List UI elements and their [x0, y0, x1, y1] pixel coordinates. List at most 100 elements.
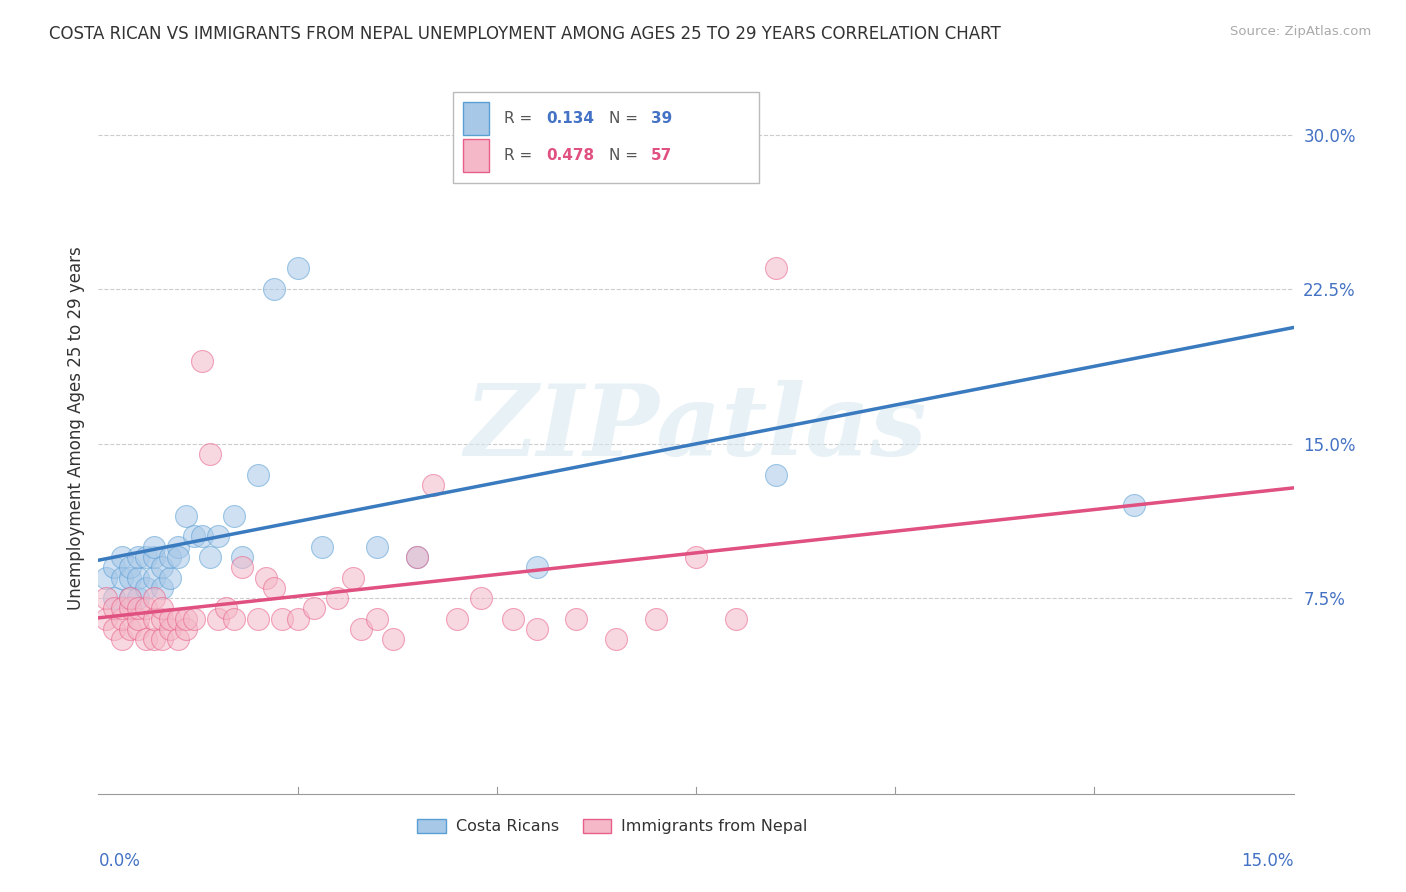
Costa Ricans — [406, 549, 429, 564]
Text: 0.478: 0.478 — [547, 148, 595, 163]
Y-axis label: Unemployment Among Ages 25 to 29 years: Unemployment Among Ages 25 to 29 years — [66, 246, 84, 610]
Costa Ricans — [1123, 499, 1146, 513]
FancyBboxPatch shape — [453, 92, 759, 183]
Immigrants from Nepal — [127, 622, 149, 636]
Costa Ricans — [135, 549, 157, 564]
Text: R =: R = — [503, 112, 537, 127]
Costa Ricans — [263, 282, 285, 296]
Immigrants from Nepal — [765, 261, 787, 276]
Costa Ricans — [135, 581, 157, 595]
Text: R =: R = — [503, 148, 537, 163]
Immigrants from Nepal — [645, 612, 668, 626]
Costa Ricans — [246, 467, 269, 482]
Costa Ricans — [143, 570, 166, 584]
Costa Ricans — [159, 549, 181, 564]
Costa Ricans — [120, 570, 142, 584]
Costa Ricans — [167, 540, 190, 554]
Immigrants from Nepal — [565, 612, 588, 626]
Costa Ricans — [150, 581, 173, 595]
Immigrants from Nepal — [167, 632, 190, 647]
Immigrants from Nepal — [470, 591, 492, 606]
Immigrants from Nepal — [96, 591, 118, 606]
Immigrants from Nepal — [135, 601, 157, 615]
Immigrants from Nepal — [111, 601, 134, 615]
Text: 15.0%: 15.0% — [1241, 852, 1294, 870]
Costa Ricans — [96, 570, 118, 584]
Costa Ricans — [111, 549, 134, 564]
Costa Ricans — [207, 529, 229, 543]
FancyBboxPatch shape — [463, 139, 489, 172]
Costa Ricans — [111, 570, 134, 584]
Costa Ricans — [526, 560, 548, 574]
Text: COSTA RICAN VS IMMIGRANTS FROM NEPAL UNEMPLOYMENT AMONG AGES 25 TO 29 YEARS CORR: COSTA RICAN VS IMMIGRANTS FROM NEPAL UNE… — [49, 25, 1001, 43]
Costa Ricans — [191, 529, 214, 543]
Text: 0.0%: 0.0% — [98, 852, 141, 870]
Costa Ricans — [103, 560, 125, 574]
Immigrants from Nepal — [127, 601, 149, 615]
Costa Ricans — [222, 508, 245, 523]
Immigrants from Nepal — [120, 622, 142, 636]
Text: ZIPatlas: ZIPatlas — [465, 380, 927, 476]
Costa Ricans — [366, 540, 388, 554]
Immigrants from Nepal — [103, 622, 125, 636]
Immigrants from Nepal — [350, 622, 373, 636]
Costa Ricans — [231, 549, 253, 564]
Costa Ricans — [183, 529, 205, 543]
Text: Source: ZipAtlas.com: Source: ZipAtlas.com — [1230, 25, 1371, 38]
Immigrants from Nepal — [159, 612, 181, 626]
Immigrants from Nepal — [302, 601, 325, 615]
Costa Ricans — [103, 591, 125, 606]
Immigrants from Nepal — [270, 612, 292, 626]
Costa Ricans — [311, 540, 333, 554]
Immigrants from Nepal — [103, 601, 125, 615]
Costa Ricans — [120, 591, 142, 606]
Costa Ricans — [685, 137, 707, 152]
Immigrants from Nepal — [254, 570, 277, 584]
Immigrants from Nepal — [143, 591, 166, 606]
Immigrants from Nepal — [231, 560, 253, 574]
Immigrants from Nepal — [143, 632, 166, 647]
Immigrants from Nepal — [96, 612, 118, 626]
Costa Ricans — [159, 570, 181, 584]
Immigrants from Nepal — [724, 612, 747, 626]
Immigrants from Nepal — [167, 612, 190, 626]
Costa Ricans — [143, 549, 166, 564]
Text: 0.134: 0.134 — [547, 112, 595, 127]
Immigrants from Nepal — [174, 622, 197, 636]
Immigrants from Nepal — [111, 612, 134, 626]
Legend: Costa Ricans, Immigrants from Nepal: Costa Ricans, Immigrants from Nepal — [411, 813, 814, 841]
Costa Ricans — [174, 508, 197, 523]
Costa Ricans — [127, 591, 149, 606]
Immigrants from Nepal — [120, 601, 142, 615]
Text: N =: N = — [609, 112, 643, 127]
Costa Ricans — [167, 549, 190, 564]
FancyBboxPatch shape — [463, 103, 489, 136]
Immigrants from Nepal — [222, 612, 245, 626]
Immigrants from Nepal — [422, 478, 444, 492]
Immigrants from Nepal — [135, 632, 157, 647]
Immigrants from Nepal — [150, 632, 173, 647]
Immigrants from Nepal — [159, 622, 181, 636]
Immigrants from Nepal — [111, 632, 134, 647]
Immigrants from Nepal — [366, 612, 388, 626]
Text: 39: 39 — [651, 112, 672, 127]
Costa Ricans — [127, 570, 149, 584]
Immigrants from Nepal — [246, 612, 269, 626]
Immigrants from Nepal — [150, 612, 173, 626]
Immigrants from Nepal — [191, 354, 214, 368]
Immigrants from Nepal — [198, 447, 221, 461]
Immigrants from Nepal — [605, 632, 627, 647]
Immigrants from Nepal — [382, 632, 405, 647]
Costa Ricans — [120, 560, 142, 574]
Text: 57: 57 — [651, 148, 672, 163]
Immigrants from Nepal — [183, 612, 205, 626]
Immigrants from Nepal — [215, 601, 238, 615]
Immigrants from Nepal — [127, 612, 149, 626]
Immigrants from Nepal — [143, 612, 166, 626]
Immigrants from Nepal — [263, 581, 285, 595]
Costa Ricans — [143, 540, 166, 554]
Costa Ricans — [287, 261, 309, 276]
Immigrants from Nepal — [150, 601, 173, 615]
Immigrants from Nepal — [287, 612, 309, 626]
Immigrants from Nepal — [502, 612, 524, 626]
